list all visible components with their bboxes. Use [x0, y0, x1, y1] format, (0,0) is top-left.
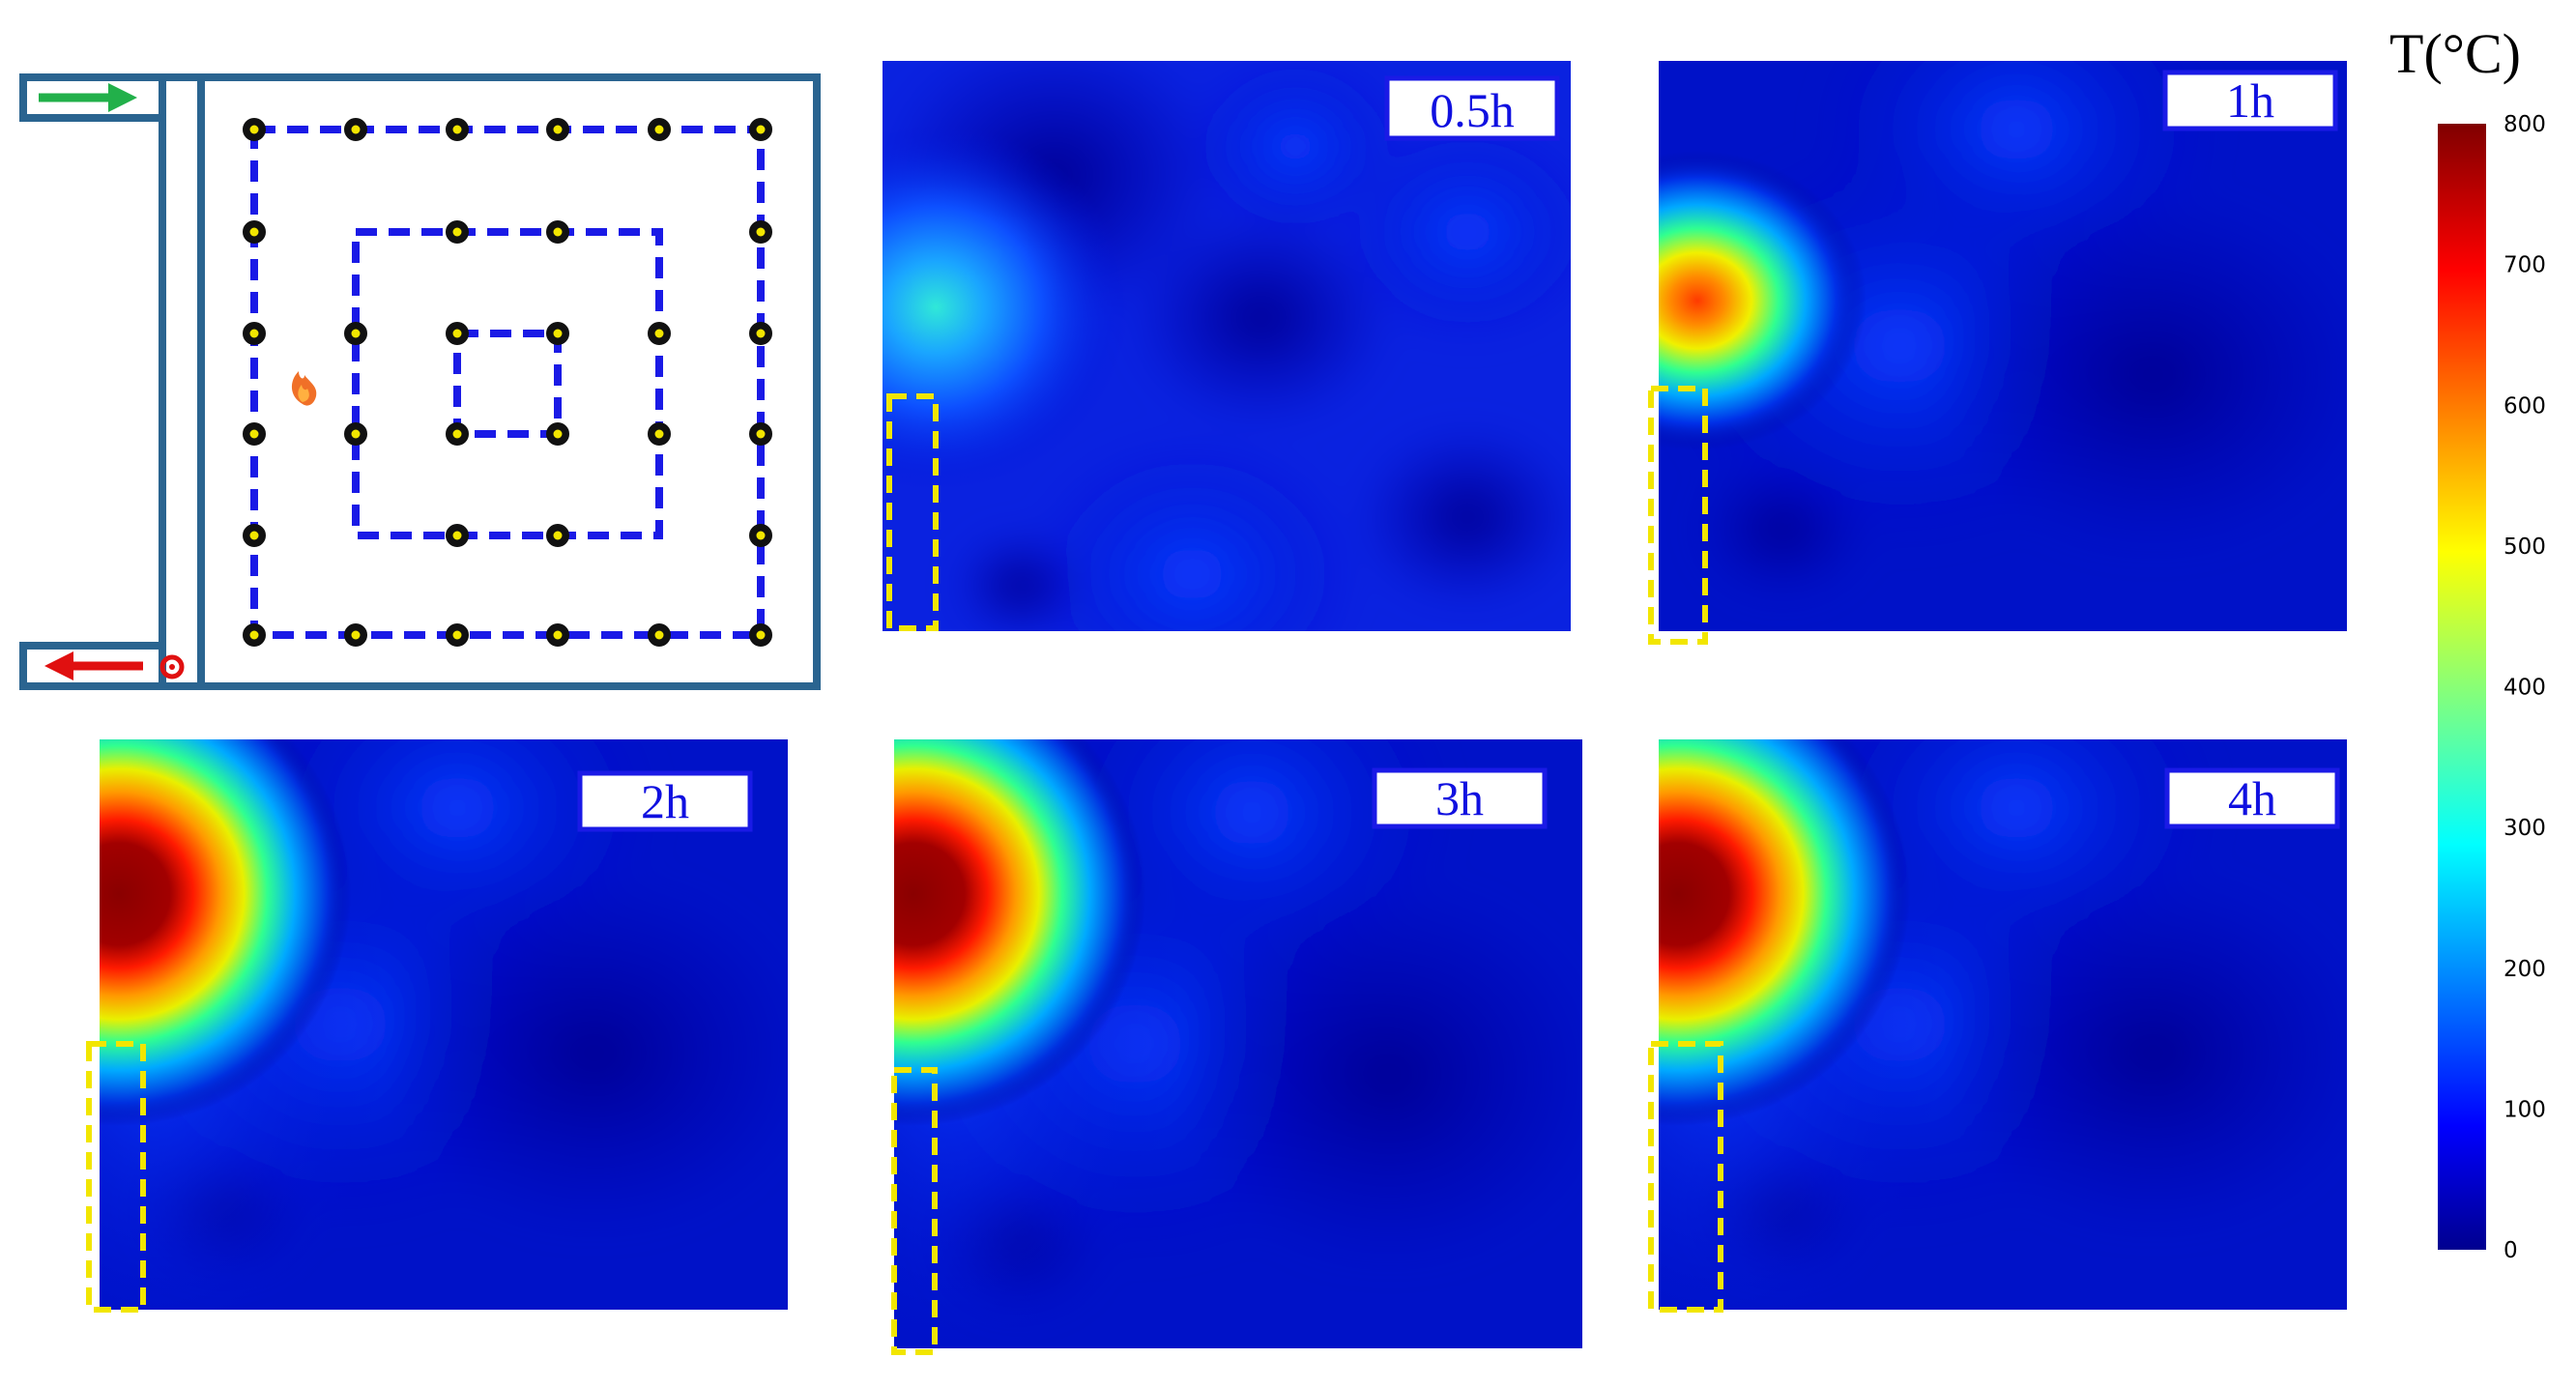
- sensor-dot: [351, 630, 361, 640]
- colorbar-ticks: 0 100 200 300 400 500 600 700 800: [2504, 112, 2546, 1263]
- heatmap-panel: 4h: [1648, 739, 2347, 1313]
- colorbar-tick-label: 400: [2504, 676, 2546, 701]
- sensor-nodes: [243, 118, 772, 647]
- colorbar-tick-label: 700: [2504, 253, 2546, 278]
- time-label: 4h: [2228, 771, 2276, 825]
- sensor-dot: [654, 630, 664, 640]
- hotspot: [1659, 151, 1867, 450]
- sensor-dot: [351, 125, 361, 134]
- time-label: 0.5h: [1430, 83, 1515, 137]
- colorbar-tick-label: 100: [2504, 1097, 2546, 1122]
- sensor-dot: [654, 329, 664, 338]
- sensor-dot: [351, 329, 361, 338]
- heatmap-panel: 0.5h: [883, 61, 1571, 631]
- heatmap-panel: 3h: [891, 739, 1582, 1355]
- sensor-dot: [249, 329, 259, 338]
- time-label: 2h: [641, 774, 689, 828]
- time-label: 3h: [1435, 771, 1484, 825]
- sensor-dot: [249, 125, 259, 134]
- colorbar-tick-label: 300: [2504, 816, 2546, 841]
- sensor-dot: [452, 531, 462, 540]
- sensor-dot: [553, 531, 563, 540]
- sensor-dot: [452, 125, 462, 134]
- heatmap-panel: 1h: [1648, 61, 2347, 645]
- sensor-dot: [553, 429, 563, 439]
- inlet-arrow-icon: [39, 83, 137, 112]
- sensor-dot: [553, 125, 563, 134]
- colorbar: T(°C) 0 100 200 300 400 500 600 700 800: [2389, 22, 2546, 1263]
- colorbar-tick-label: 800: [2504, 112, 2546, 137]
- outlet-sensor-dot: [169, 664, 175, 670]
- time-label-box: [2164, 767, 2340, 829]
- outlet-arrow-icon: [44, 651, 143, 680]
- sensor-dot: [249, 227, 259, 237]
- colorbar-tick-label: 200: [2504, 957, 2546, 982]
- sensor-dot: [756, 227, 766, 237]
- sensor-dot: [756, 329, 766, 338]
- highlight-region: [1648, 386, 1708, 645]
- time-label-box: [577, 770, 753, 832]
- time-label-box: [1384, 75, 1560, 141]
- heatmap-panel: 2h: [86, 739, 788, 1313]
- sensor-dot: [553, 329, 563, 338]
- hotspot: [894, 739, 1145, 1126]
- hotspot: [100, 739, 351, 1126]
- hotspot: [1659, 739, 1910, 1126]
- sensor-dot: [654, 429, 664, 439]
- sensor-dot: [452, 630, 462, 640]
- colorbar-tick-label: 500: [2504, 535, 2546, 560]
- sensor-dot: [452, 329, 462, 338]
- sensor-dot: [756, 630, 766, 640]
- highlight-region: [1648, 1041, 1723, 1313]
- hotspot: [883, 124, 1129, 491]
- inner-loop: [453, 330, 562, 438]
- sensor-dot: [452, 429, 462, 439]
- sensor-dot: [756, 125, 766, 134]
- colorbar-title: T(°C): [2389, 22, 2521, 85]
- sensor-dot: [553, 630, 563, 640]
- time-label-box: [1372, 767, 1548, 829]
- heatmap-panels: 0.5h 1h 2h 3h 4h: [86, 61, 2347, 1355]
- sensor-dot: [654, 125, 664, 134]
- sensor-dot: [249, 630, 259, 640]
- highlight-region: [86, 1041, 146, 1313]
- sensor-dot: [553, 227, 563, 237]
- fire-icon: [291, 371, 317, 406]
- schematic-diagram: [19, 73, 821, 690]
- highlight-region: [886, 393, 939, 631]
- sensor-dot: [249, 531, 259, 540]
- sensor-dot: [249, 429, 259, 439]
- middle-loop: [352, 228, 663, 539]
- outlet-sensor-icon: [159, 654, 185, 679]
- colorbar-tick-label: 0: [2504, 1238, 2518, 1263]
- duct-outline: [159, 73, 205, 690]
- sensor-dot: [452, 227, 462, 237]
- sensor-dot: [756, 531, 766, 540]
- outer-loop: [250, 126, 765, 639]
- sensor-dot: [351, 429, 361, 439]
- time-label: 1h: [2226, 73, 2274, 128]
- sensor-dot: [756, 429, 766, 439]
- colorbar-gradient: [2438, 124, 2486, 1250]
- colorbar-tick-label: 600: [2504, 393, 2546, 419]
- time-label-box: [2162, 70, 2338, 131]
- highlight-region: [891, 1067, 938, 1355]
